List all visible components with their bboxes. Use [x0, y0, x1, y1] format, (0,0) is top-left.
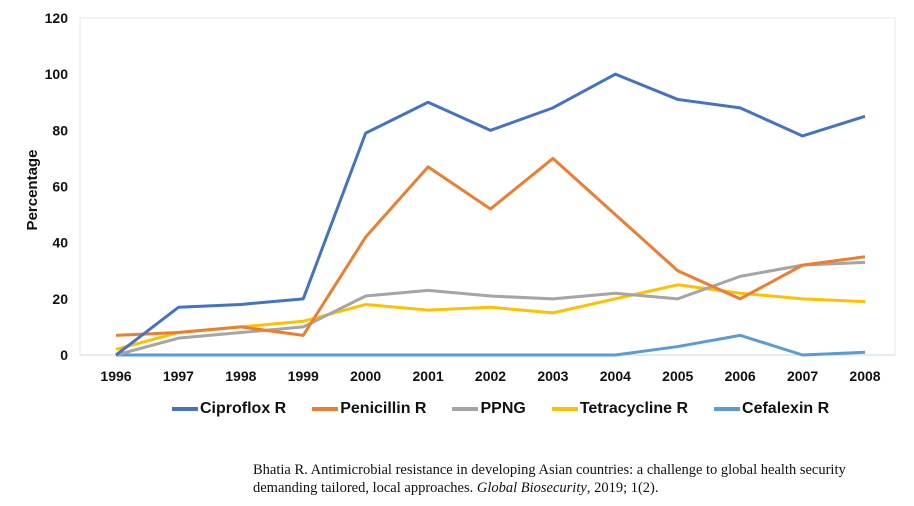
legend-label: Tetracycline R	[579, 400, 689, 417]
x-tick-label: 2007	[787, 368, 818, 384]
legend-swatch	[172, 407, 198, 411]
x-tick-label: 2004	[600, 368, 631, 384]
legend: Ciproflox R Penicillin R PPNG Tetracycline …	[172, 400, 855, 418]
y-tick-label: 60	[52, 179, 68, 195]
series-line-ciproflox-r	[115, 72, 866, 357]
y-tick-label: 20	[52, 291, 68, 307]
x-tick-label: 1999	[288, 368, 319, 384]
legend-item: PPNG	[452, 400, 526, 418]
x-tick-label: 2002	[475, 368, 506, 384]
legend-item: Tetracycline R	[551, 400, 689, 418]
y-axis-label: Percentage	[24, 150, 41, 231]
plot-frame	[79, 17, 896, 356]
line-chart: 0 20 40 60 80 100 120 1996 1997 1998 1999 2000 2001…	[24, 10, 896, 384]
x-tick-label: 1998	[225, 368, 256, 384]
legend-swatch	[452, 407, 479, 411]
citation: Bhatia R. Antimicrobial resistance in de…	[253, 461, 873, 497]
y-tick-label: 80	[52, 122, 68, 138]
legend-label: PPNG	[480, 400, 526, 417]
y-tick-label: 0	[60, 347, 68, 363]
y-tick-label: 120	[45, 10, 69, 26]
y-tick-label: 100	[45, 66, 69, 82]
citation-tail: , 2019; 1(2).	[586, 480, 659, 496]
legend-label: Ciproflox R	[200, 400, 287, 417]
citation-text: Bhatia R. Antimicrobial resistance in de…	[253, 462, 846, 496]
y-tick-label: 40	[52, 235, 68, 251]
x-tick-label: 1997	[163, 368, 194, 384]
series-line-penicillin-r	[115, 156, 866, 337]
x-tick-label: 1996	[100, 368, 131, 384]
x-tick-label: 2006	[725, 368, 756, 384]
legend-swatch	[551, 407, 578, 411]
series-line-cefalexin-r	[116, 333, 866, 357]
legend-item: Ciproflox R	[172, 400, 286, 418]
x-tick-label: 2000	[350, 368, 381, 384]
citation-journal: Global Biosecurity	[476, 480, 587, 496]
legend-label: Cefalexin R	[742, 400, 830, 417]
x-tick-label: 2005	[662, 368, 693, 384]
legend-item: Cefalexin R	[714, 400, 829, 418]
x-tick-label: 2001	[413, 368, 444, 384]
legend-item: Penicillin R	[312, 400, 426, 418]
legend-label: Penicillin R	[340, 400, 427, 417]
legend-swatch	[714, 407, 741, 411]
x-tick-label: 2003	[537, 368, 568, 384]
x-tick-label: 2008	[849, 368, 880, 384]
legend-swatch	[312, 407, 339, 411]
